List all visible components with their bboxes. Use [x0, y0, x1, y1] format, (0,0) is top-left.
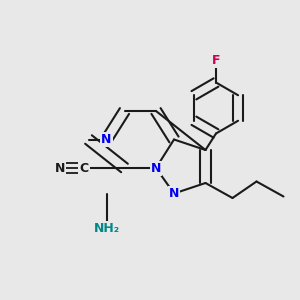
- Text: N: N: [55, 161, 65, 175]
- Text: F: F: [212, 53, 220, 67]
- Text: N: N: [101, 133, 112, 146]
- Text: N: N: [169, 187, 179, 200]
- Text: N: N: [151, 161, 161, 175]
- Text: C: C: [80, 161, 88, 175]
- Text: NH₂: NH₂: [93, 221, 120, 235]
